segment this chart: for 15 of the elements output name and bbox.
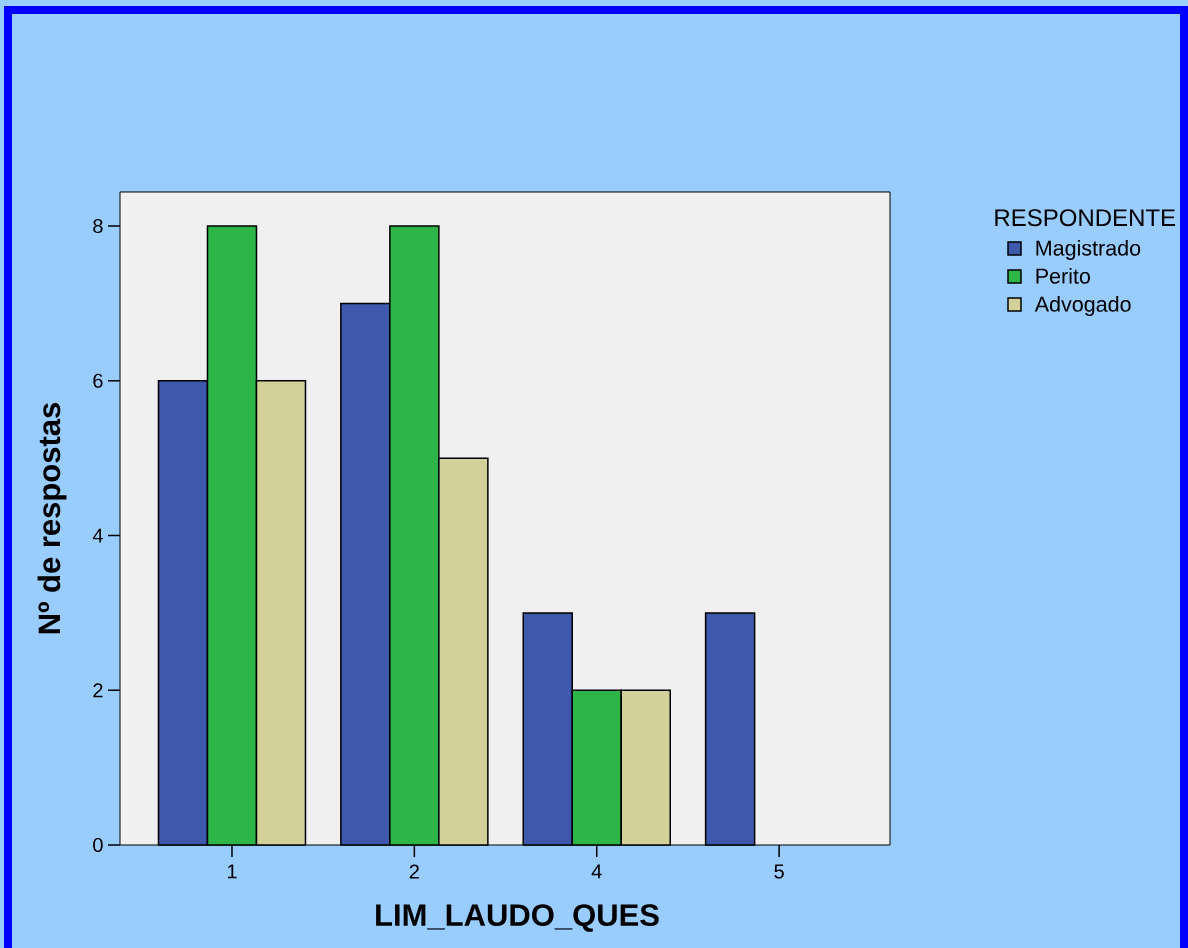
y-axis-title: Nº de respostas — [37, 403, 67, 634]
legend-label: Advogado — [1034, 296, 1131, 317]
x-tick-label: 1 — [227, 864, 237, 879]
y-tick-label: 2 — [93, 683, 103, 698]
x-tick-label: 5 — [774, 864, 784, 879]
y-tick-label: 6 — [93, 373, 103, 388]
x-tick-label: 4 — [591, 864, 602, 879]
x-axis-title: LIM_LAUDO_QUES — [376, 904, 659, 932]
legend-title: RESPONDENTE — [995, 209, 1176, 227]
y-tick-label: 4 — [92, 528, 103, 543]
y-tick-label: 8 — [93, 218, 103, 234]
legend-label: Magistrado — [1036, 239, 1141, 260]
legend-label: Perito — [1036, 267, 1090, 284]
y-tick-label: 0 — [93, 837, 103, 853]
x-tick-label: 2 — [409, 864, 419, 879]
